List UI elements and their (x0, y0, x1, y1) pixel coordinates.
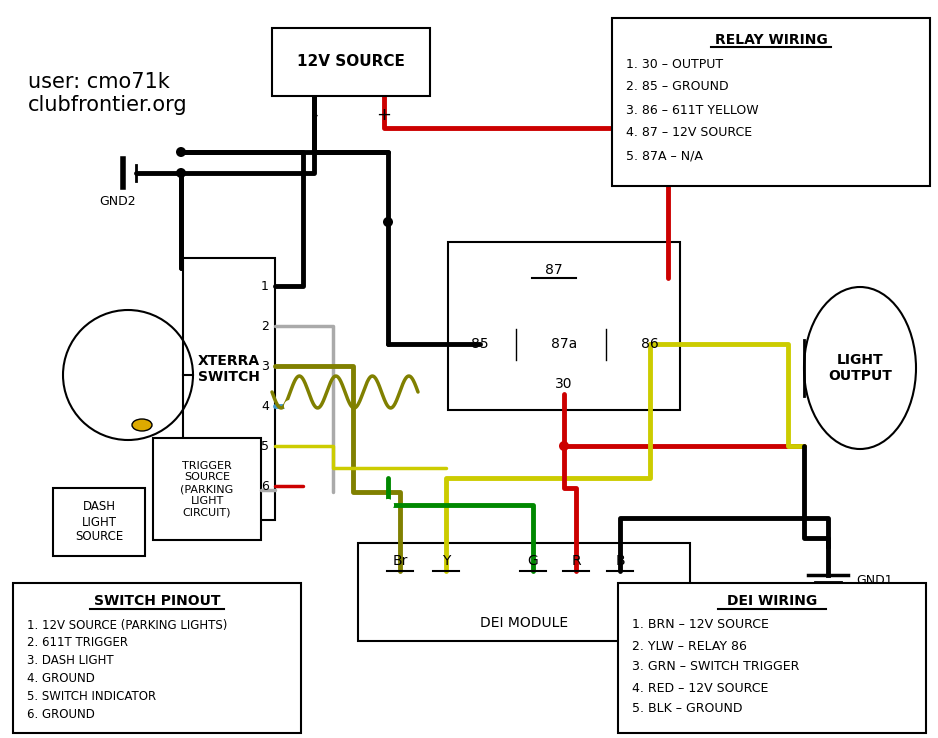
Text: SWITCH PINOUT: SWITCH PINOUT (94, 594, 220, 608)
Text: 4. 87 – 12V SOURCE: 4. 87 – 12V SOURCE (626, 126, 752, 139)
Text: 2: 2 (261, 320, 269, 333)
Text: XTERRA
SWITCH: XTERRA SWITCH (198, 354, 260, 384)
FancyBboxPatch shape (53, 488, 145, 556)
FancyBboxPatch shape (448, 242, 680, 410)
Text: R: R (571, 554, 581, 568)
Text: 1. BRN – 12V SOURCE: 1. BRN – 12V SOURCE (632, 618, 769, 632)
Text: 86: 86 (642, 337, 658, 351)
Text: 1: 1 (261, 280, 269, 292)
Text: user: cmo71k
clubfrontier.org: user: cmo71k clubfrontier.org (28, 72, 188, 115)
Text: 4: 4 (261, 399, 269, 413)
Text: 6: 6 (261, 480, 269, 492)
Circle shape (383, 425, 393, 435)
Text: RELAY WIRING: RELAY WIRING (715, 33, 827, 47)
Text: B: B (615, 554, 625, 568)
Ellipse shape (804, 287, 916, 449)
Text: DASH
LIGHT
SOURCE: DASH LIGHT SOURCE (75, 500, 123, 543)
Circle shape (559, 441, 569, 451)
Circle shape (176, 168, 186, 178)
Text: 5. 87A – N/A: 5. 87A – N/A (626, 150, 703, 162)
Text: TRIGGER
SOURCE
(PARKING
LIGHT
CIRCUIT): TRIGGER SOURCE (PARKING LIGHT CIRCUIT) (180, 461, 234, 517)
Ellipse shape (132, 419, 152, 431)
FancyBboxPatch shape (618, 583, 926, 733)
Text: 1. 12V SOURCE (PARKING LIGHTS): 1. 12V SOURCE (PARKING LIGHTS) (27, 618, 227, 632)
Text: 85: 85 (471, 337, 489, 351)
Text: LIGHT
OUTPUT: LIGHT OUTPUT (828, 353, 892, 383)
Text: 2. 611T TRIGGER: 2. 611T TRIGGER (27, 636, 128, 649)
Text: 30: 30 (555, 377, 573, 391)
FancyBboxPatch shape (153, 438, 261, 540)
Text: 5. SWITCH INDICATOR: 5. SWITCH INDICATOR (27, 691, 156, 703)
Text: 1. 30 – OUTPUT: 1. 30 – OUTPUT (626, 58, 723, 71)
Text: 4. RED – 12V SOURCE: 4. RED – 12V SOURCE (632, 681, 768, 694)
Text: G: G (527, 554, 538, 568)
Circle shape (383, 500, 393, 510)
Text: 5. BLK – GROUND: 5. BLK – GROUND (632, 703, 743, 716)
Text: 87: 87 (545, 263, 563, 277)
Circle shape (176, 147, 186, 157)
Text: 3. DASH LIGHT: 3. DASH LIGHT (27, 655, 113, 667)
Circle shape (285, 401, 295, 411)
Text: GND1: GND1 (856, 573, 893, 587)
Text: Y: Y (442, 554, 450, 568)
Text: 4. GROUND: 4. GROUND (27, 672, 95, 686)
FancyBboxPatch shape (358, 543, 690, 641)
Text: 2. YLW – RELAY 86: 2. YLW – RELAY 86 (632, 640, 747, 652)
Text: 5: 5 (261, 440, 269, 452)
Text: 3. 86 – 611T YELLOW: 3. 86 – 611T YELLOW (626, 103, 759, 117)
Text: 87a: 87a (551, 337, 577, 351)
FancyBboxPatch shape (13, 583, 301, 733)
Text: 12V SOURCE: 12V SOURCE (297, 55, 405, 69)
Text: DEI MODULE: DEI MODULE (480, 616, 568, 630)
FancyBboxPatch shape (183, 258, 275, 520)
FancyBboxPatch shape (272, 28, 430, 96)
Text: DEI WIRING: DEI WIRING (727, 594, 817, 608)
Text: Br: Br (392, 554, 408, 568)
Circle shape (383, 217, 393, 227)
Text: 2. 85 – GROUND: 2. 85 – GROUND (626, 80, 729, 94)
Text: GND2: GND2 (99, 195, 136, 208)
Text: 3. GRN – SWITCH TRIGGER: 3. GRN – SWITCH TRIGGER (632, 661, 799, 674)
Text: -: - (310, 106, 317, 124)
Text: 6. GROUND: 6. GROUND (27, 708, 95, 722)
Text: 3: 3 (261, 359, 269, 373)
FancyBboxPatch shape (612, 18, 930, 186)
Text: +: + (376, 106, 391, 124)
